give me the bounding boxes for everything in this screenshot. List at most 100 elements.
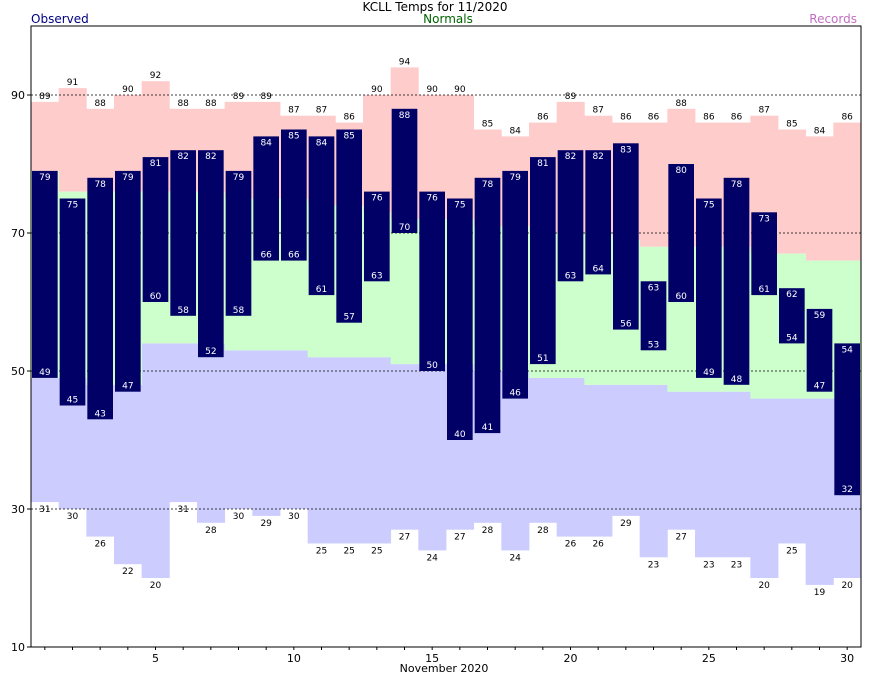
record-high-label: 86 [343, 113, 355, 123]
record-low-label: 26 [94, 540, 106, 550]
observed-bar [723, 177, 750, 385]
chart-title: KCLL Temps for 11/2020 [362, 0, 508, 14]
record-low-label: 28 [537, 526, 549, 536]
observed-bar [253, 136, 279, 261]
record-low-label: 23 [648, 560, 659, 570]
observed-bar [751, 212, 777, 296]
record-high-label: 89 [565, 92, 577, 102]
observed-bar [779, 288, 805, 344]
record-low-label: 28 [482, 526, 494, 536]
observed-high-label: 84 [260, 138, 272, 148]
record-low-bar [529, 377, 558, 523]
record-low-label: 24 [509, 553, 521, 563]
observed-low-label: 32 [841, 485, 852, 495]
observed-high-label: 75 [703, 201, 714, 211]
observed-low-label: 58 [177, 306, 189, 316]
record-high-label: 89 [39, 92, 51, 102]
record-low-label: 23 [703, 560, 714, 570]
record-low-label: 20 [150, 581, 162, 591]
observed-high-label: 83 [620, 145, 631, 155]
observed-high-label: 63 [648, 283, 659, 293]
observed-low-label: 50 [426, 361, 438, 371]
record-low-bar [224, 350, 253, 509]
record-low-bar [778, 398, 807, 544]
observed-bar [834, 343, 860, 496]
observed-low-label: 53 [648, 340, 659, 350]
record-high-label: 84 [509, 126, 521, 136]
record-low-bar [639, 384, 668, 558]
record-high-label: 92 [150, 71, 161, 81]
record-low-bar [667, 391, 696, 530]
record-low-bar [722, 391, 751, 558]
legend-normals: Normals [423, 12, 473, 26]
record-low-bar [363, 357, 392, 544]
x-axis-label: November 2020 [400, 662, 489, 675]
observed-high-label: 81 [150, 159, 161, 169]
observed-low-label: 52 [205, 347, 216, 357]
record-high-label: 87 [288, 106, 299, 116]
y-tick-label: 50 [11, 365, 25, 378]
legend-records: Records [809, 12, 857, 26]
observed-bar [336, 129, 362, 323]
observed-high-label: 82 [177, 152, 188, 162]
observed-bar [32, 170, 58, 378]
record-low-label: 29 [260, 519, 272, 529]
record-low-label: 20 [841, 581, 853, 591]
record-high-label: 88 [177, 99, 189, 109]
data-labels-layer: 79 49 89 31 75 45 91 30 78 43 88 26 79 47 90 22 81 60 92 20… [39, 57, 853, 598]
observed-low-label: 41 [482, 423, 493, 433]
observed-low-label: 63 [371, 271, 382, 281]
record-low-label: 27 [399, 533, 410, 543]
observed-high-label: 79 [233, 173, 245, 183]
observed-bar [87, 177, 113, 420]
observed-high-label: 54 [841, 345, 853, 355]
axes-layer: 10 30 50 70 90 5 10 15 20 25 30 [11, 25, 862, 665]
observed-low-label: 46 [509, 389, 521, 399]
observed-low-label: 70 [399, 223, 411, 233]
observed-low-label: 49 [39, 368, 51, 378]
observed-low-label: 45 [67, 396, 78, 406]
record-high-label: 89 [233, 92, 245, 102]
record-low-label: 31 [177, 505, 188, 515]
record-low-bar [612, 384, 641, 516]
record-high-label: 87 [316, 106, 327, 116]
observed-high-label: 82 [205, 152, 216, 162]
observed-high-label: 73 [758, 214, 769, 224]
record-low-bar [335, 357, 364, 544]
record-high-label: 86 [731, 113, 743, 123]
record-high-label: 90 [454, 85, 466, 95]
record-high-label: 87 [758, 106, 769, 116]
observed-low-label: 49 [703, 368, 715, 378]
record-high-label: 86 [537, 113, 549, 123]
record-low-label: 26 [592, 540, 604, 550]
observed-high-label: 75 [454, 201, 465, 211]
y-tick-label: 70 [11, 227, 25, 240]
observed-bar [530, 157, 556, 365]
observed-low-label: 48 [731, 375, 743, 385]
observed-bar [59, 198, 86, 406]
record-low-bar [141, 343, 170, 578]
record-high-bar [58, 88, 87, 192]
observed-low-label: 66 [260, 251, 272, 261]
record-low-bar [501, 371, 530, 551]
record-low-label: 26 [565, 540, 577, 550]
record-high-label: 84 [814, 126, 826, 136]
observed-high-label: 79 [39, 173, 51, 183]
record-high-label: 91 [67, 78, 78, 88]
record-low-bar [31, 377, 60, 503]
observed-high-label: 82 [565, 152, 576, 162]
record-low-label: 23 [731, 560, 742, 570]
observed-low-label: 60 [675, 292, 687, 302]
observed-high-label: 81 [537, 159, 548, 169]
observed-bar [696, 198, 722, 378]
record-high-label: 86 [620, 113, 632, 123]
record-low-label: 24 [426, 553, 438, 563]
record-low-label: 25 [786, 547, 797, 557]
record-high-label: 90 [426, 85, 438, 95]
record-high-bar [805, 136, 834, 261]
x-tick-label: 15 [425, 652, 439, 665]
y-tick-label: 30 [11, 503, 25, 516]
observed-low-label: 43 [94, 409, 105, 419]
record-high-label: 94 [399, 57, 411, 67]
observed-low-label: 51 [537, 354, 548, 364]
